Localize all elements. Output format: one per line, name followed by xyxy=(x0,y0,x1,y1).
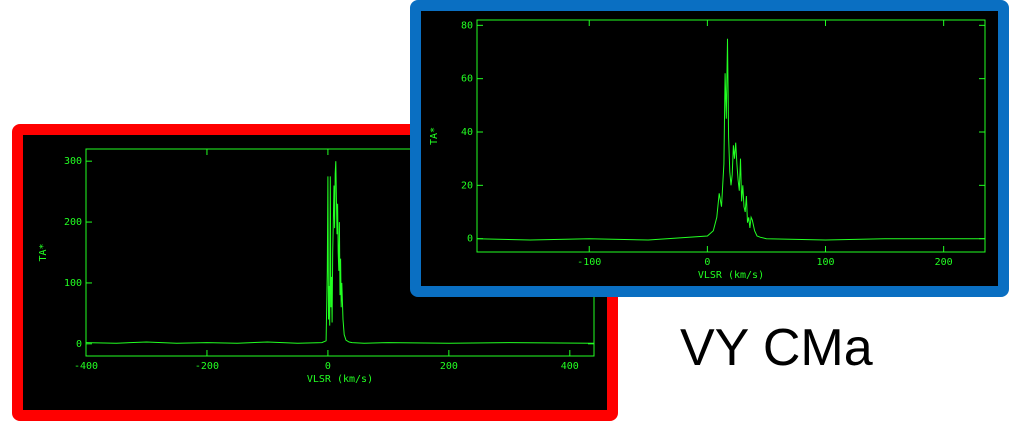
x-tick-label: 200 xyxy=(440,361,458,372)
y-tick-label: 40 xyxy=(461,127,473,138)
y-tick-label: 300 xyxy=(64,156,82,167)
spectrum-trace xyxy=(85,161,595,344)
y-tick-label: 80 xyxy=(461,20,473,31)
x-axis-label: VLSR (km/s) xyxy=(698,270,764,281)
y-tick-label: 100 xyxy=(64,278,82,289)
x-tick-label: 400 xyxy=(561,361,579,372)
y-axis-label: TA* xyxy=(38,243,49,261)
y-tick-label: 20 xyxy=(461,180,473,191)
y-tick-label: 60 xyxy=(461,74,473,85)
object-name: VY CMa xyxy=(680,319,873,377)
x-tick-label: 0 xyxy=(325,361,331,372)
spectrum-chart-right: -100 0 100 200 0 20 40 60 80 VLSR (km/s) TA* xyxy=(429,19,986,281)
plot-frame xyxy=(476,19,986,253)
y-tick-label: 200 xyxy=(64,217,82,228)
x-axis-label: VLSR (km/s) xyxy=(307,374,373,385)
y-tick-label: 0 xyxy=(467,234,473,245)
x-tick-label: 200 xyxy=(935,257,953,268)
spectrum-trace xyxy=(476,38,985,241)
x-tick-label: 100 xyxy=(816,257,834,268)
x-tick-label: -100 xyxy=(577,257,601,268)
x-tick-label: -400 xyxy=(74,361,98,372)
y-tick-label: 0 xyxy=(76,339,82,350)
x-tick-label: -200 xyxy=(195,361,219,372)
spectrum-panel-right: -100 0 100 200 0 20 40 60 80 VLSR (km/s) TA* xyxy=(410,0,1009,297)
x-tick-label: 0 xyxy=(704,257,710,268)
y-axis-label: TA* xyxy=(429,127,440,145)
